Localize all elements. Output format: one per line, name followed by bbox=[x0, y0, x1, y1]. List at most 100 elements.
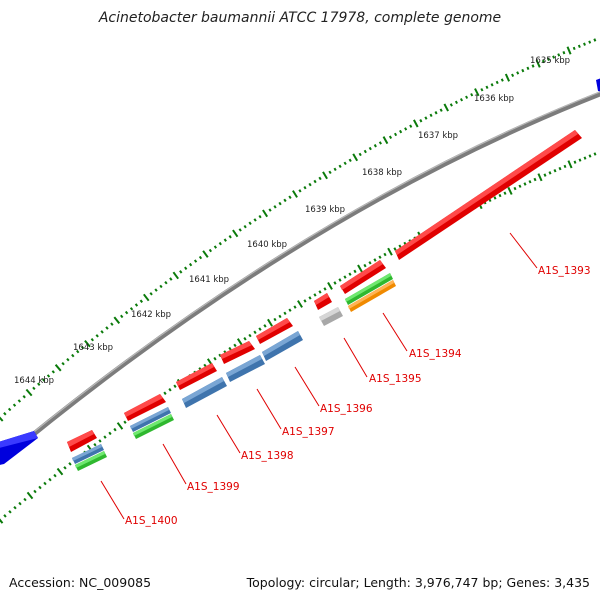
outer-ring-minor-tick bbox=[80, 345, 85, 350]
inner-ring-minor-tick bbox=[243, 337, 247, 341]
outer-ring-minor-tick bbox=[76, 349, 80, 354]
outer-ring-minor-tick bbox=[318, 176, 322, 181]
cog-bar-1396-blue[interactable] bbox=[262, 331, 303, 361]
gene-A1S-1393[interactable] bbox=[395, 130, 582, 260]
inner-ring-minor-tick bbox=[513, 186, 517, 191]
cog-bar-1400-blue[interactable] bbox=[72, 444, 104, 464]
outer-ring-minor-tick bbox=[409, 124, 413, 128]
genome-backbone bbox=[0, 91, 600, 465]
cog-bar-1399-blue[interactable] bbox=[130, 407, 171, 432]
outer-ring-minor-tick bbox=[37, 382, 41, 386]
inner-ring-minor-tick bbox=[548, 171, 552, 175]
accession-text: Accession: NC_009085 bbox=[9, 575, 152, 590]
outer-ring-minor-tick bbox=[169, 277, 173, 281]
cog-bar-1398-blue[interactable] bbox=[182, 377, 227, 408]
kbp-label-1638: 1638 kbp bbox=[362, 168, 402, 178]
outer-ring-minor-tick bbox=[223, 238, 227, 242]
outer-ring-minor-tick bbox=[459, 98, 464, 102]
outer-ring-minor-tick bbox=[213, 245, 218, 249]
outer-ring-minor-tick bbox=[313, 179, 317, 184]
outer-ring-minor-tick bbox=[22, 395, 26, 399]
inner-ring-minor-tick bbox=[123, 420, 127, 424]
outer-ring-minor-tick bbox=[373, 144, 377, 148]
gene-label-A1S-1399[interactable]: A1S_1399 bbox=[187, 481, 240, 493]
gene-label-A1S-1397[interactable]: A1S_1397 bbox=[282, 426, 335, 438]
cog-bar-1399-green[interactable] bbox=[133, 414, 174, 439]
inner-ring-minor-tick bbox=[293, 305, 297, 309]
gene-A1S-1397[interactable] bbox=[220, 341, 255, 364]
kbp-label-1641: 1641 kbp bbox=[189, 275, 229, 285]
outer-ring-minor-tick bbox=[526, 66, 530, 70]
gene-A1S-1395[interactable] bbox=[314, 293, 332, 310]
cog-bar-1395-grey[interactable] bbox=[319, 307, 343, 326]
inner-ring-minor-tick bbox=[273, 317, 277, 322]
gene-label-A1S-1394[interactable]: A1S_1394 bbox=[409, 348, 462, 360]
outer-ring-major-tick bbox=[172, 271, 180, 280]
outer-ring-minor-tick bbox=[32, 386, 36, 391]
inner-ring-minor-tick bbox=[228, 346, 232, 351]
gene-A1S-1396[interactable] bbox=[256, 318, 293, 344]
outer-ring-minor-tick bbox=[12, 403, 17, 407]
gene-A1S-1394[interactable] bbox=[340, 260, 386, 294]
outer-ring-minor-tick bbox=[485, 85, 489, 90]
inner-ring-minor-tick bbox=[323, 287, 327, 291]
outer-ring-minor-tick bbox=[465, 95, 469, 99]
inner-ring-minor-tick bbox=[558, 166, 562, 171]
outer-ring-minor-tick bbox=[288, 195, 292, 199]
outer-scale-ring bbox=[0, 38, 597, 422]
outer-ring-minor-tick bbox=[253, 218, 257, 222]
gene-neighbor-right[interactable] bbox=[596, 77, 600, 92]
outer-ring-minor-tick bbox=[51, 370, 55, 374]
inner-ring-major-tick bbox=[507, 186, 513, 195]
cog-bar-1394-orange[interactable] bbox=[348, 280, 396, 312]
cog-bar-1394-green[interactable] bbox=[345, 273, 393, 305]
inner-ring-minor-tick bbox=[283, 311, 287, 316]
outer-ring-minor-tick bbox=[129, 307, 134, 311]
outer-ring-minor-tick bbox=[429, 113, 433, 118]
outer-ring-major-tick bbox=[143, 293, 150, 302]
inner-ring-minor-tick bbox=[258, 327, 262, 331]
outer-ring-minor-tick bbox=[243, 224, 247, 229]
gene-label-A1S-1395[interactable]: A1S_1395 bbox=[369, 373, 422, 385]
outer-ring-minor-tick bbox=[100, 330, 104, 334]
outer-ring-major-tick bbox=[54, 364, 62, 372]
inner-ring-minor-tick bbox=[343, 275, 347, 279]
gene-label-A1S-1400[interactable]: A1S_1400 bbox=[125, 515, 178, 527]
inner-ring-minor-tick bbox=[518, 184, 522, 188]
gene-A1S-1399[interactable] bbox=[124, 394, 166, 421]
gene-label-A1S-1393[interactable]: A1S_1393 bbox=[538, 265, 591, 277]
outer-ring-major-tick bbox=[443, 103, 449, 112]
gene-neighbor-left[interactable] bbox=[0, 431, 38, 466]
inner-ring-minor-tick bbox=[253, 330, 257, 335]
gene-A1S-1398[interactable] bbox=[176, 363, 217, 390]
outer-ring-minor-tick bbox=[71, 353, 75, 358]
inner-ring-major-tick bbox=[387, 247, 393, 256]
kbp-label-1640: 1640 kbp bbox=[247, 240, 287, 250]
kbp-label-1637: 1637 kbp bbox=[418, 131, 458, 141]
outer-ring-minor-tick bbox=[273, 205, 277, 209]
cog-bar-1397-blue[interactable] bbox=[226, 355, 265, 382]
gene-label-A1S-1396[interactable]: A1S_1396 bbox=[320, 403, 373, 415]
outer-ring-major-tick bbox=[202, 250, 209, 258]
outer-ring-minor-tick bbox=[238, 228, 242, 232]
inner-ring-major-tick bbox=[0, 518, 4, 524]
inner-ring-minor-tick bbox=[393, 247, 397, 251]
inner-ring-minor-tick bbox=[313, 293, 317, 297]
inner-ring-major-tick bbox=[116, 422, 124, 430]
outer-ring-minor-tick bbox=[7, 407, 12, 412]
outer-ring-minor-tick bbox=[572, 46, 576, 51]
inner-ring-minor-tick bbox=[263, 324, 267, 328]
outer-ring-minor-tick bbox=[490, 83, 494, 87]
outer-ring-minor-tick bbox=[308, 182, 312, 187]
outer-ring-minor-tick bbox=[198, 255, 203, 260]
outer-ring-major-tick bbox=[382, 136, 389, 145]
cog-bar-1400-green[interactable] bbox=[75, 451, 107, 471]
gene-A1S-1400[interactable] bbox=[67, 430, 97, 452]
gene-label-A1S-1398[interactable]: A1S_1398 bbox=[241, 450, 294, 462]
outer-ring-minor-tick bbox=[184, 266, 188, 270]
kbp-label-1636: 1636 kbp bbox=[474, 94, 514, 104]
inner-ring-major-tick bbox=[537, 173, 543, 182]
outer-ring-major-tick bbox=[322, 171, 328, 180]
inner-ring-minor-tick bbox=[368, 261, 372, 265]
